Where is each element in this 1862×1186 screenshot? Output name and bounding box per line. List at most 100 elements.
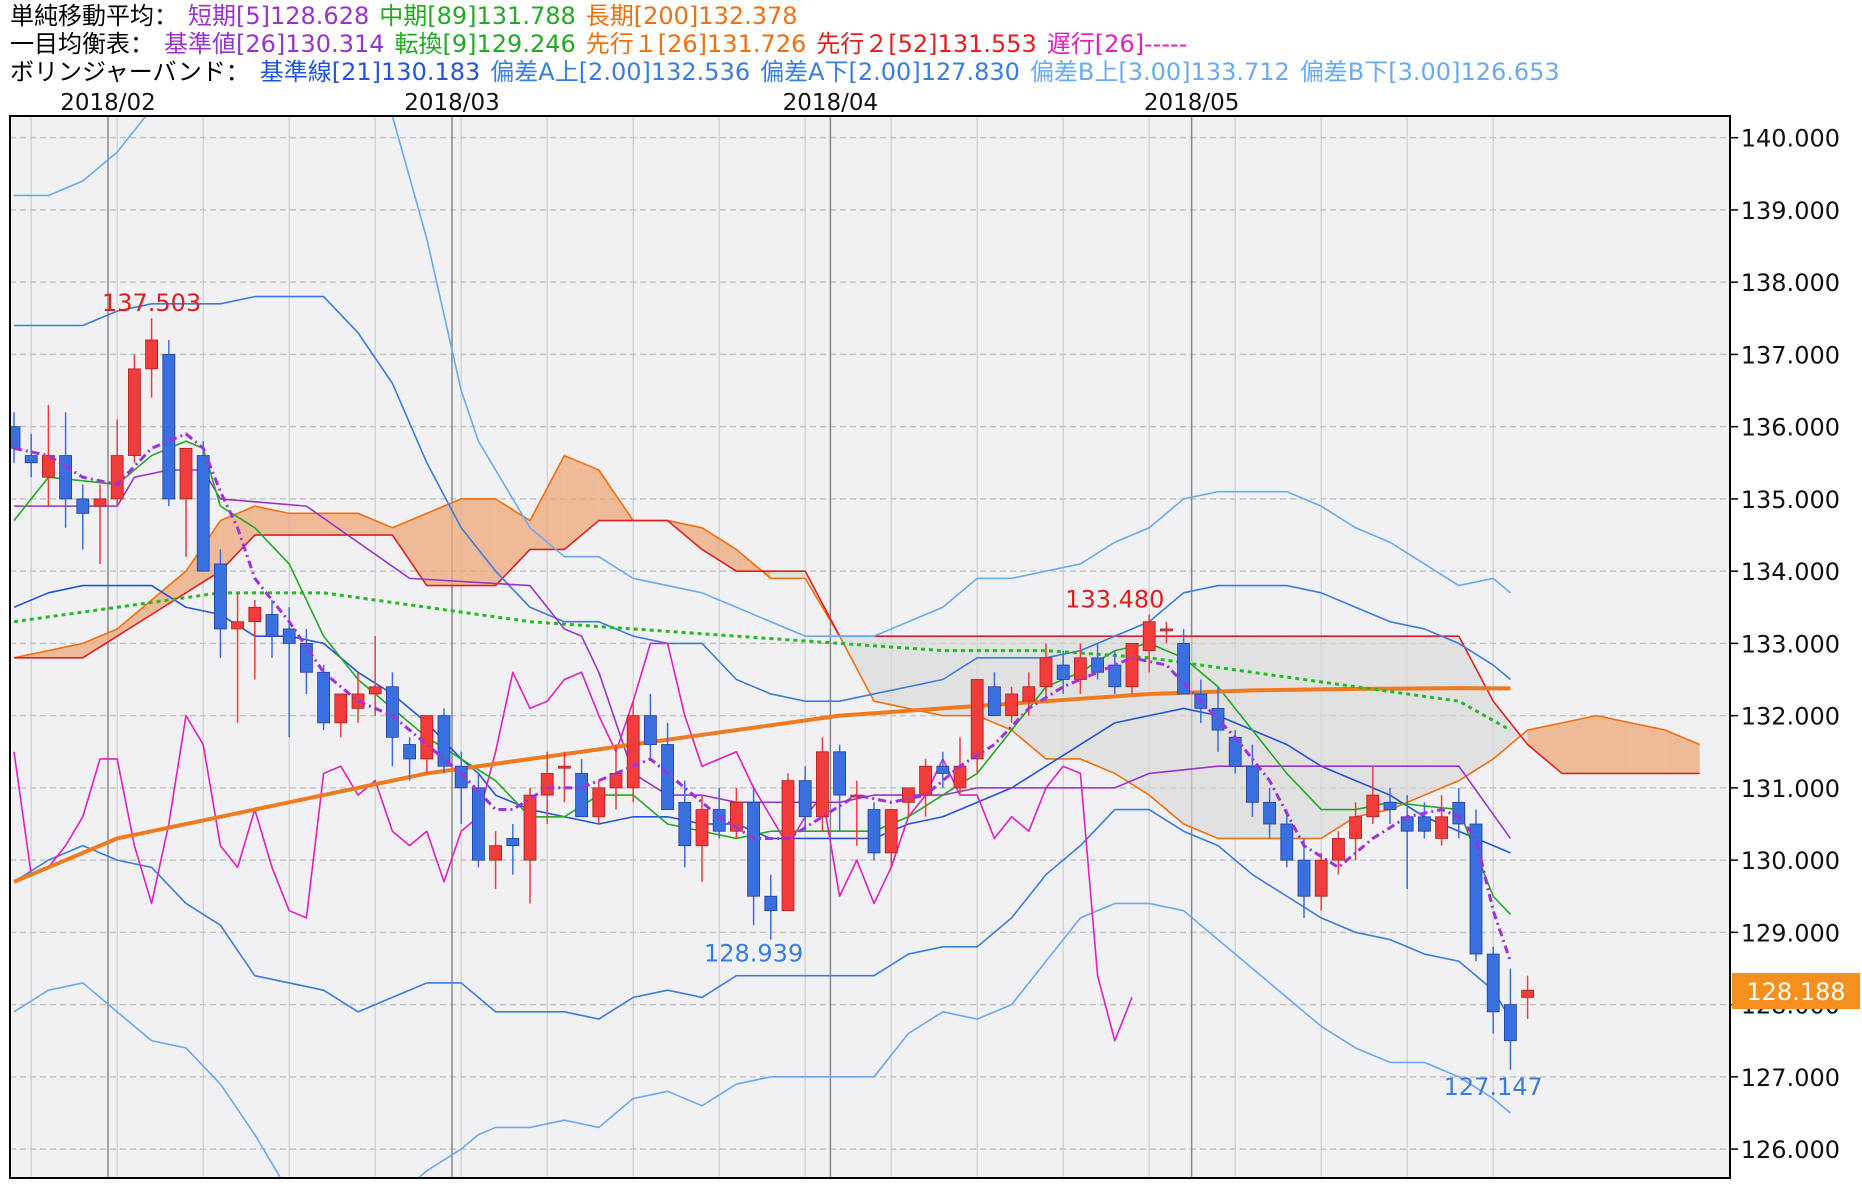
- legend-senkou2: 先行２[52]131.553: [816, 30, 1037, 58]
- y-tick-label: 138.000: [1741, 269, 1840, 297]
- candle-bullish: [540, 773, 554, 796]
- cloud-segment-bullish: [254, 506, 290, 536]
- cloud-segment-bullish: [117, 600, 152, 637]
- y-tick-label: 133.000: [1741, 630, 1840, 658]
- candle-bearish: [76, 498, 90, 514]
- bollinger-a-lower-line: [13, 808, 1512, 1020]
- cloud-segment-bullish: [530, 455, 565, 550]
- price-annotation: 127.147: [1444, 1073, 1543, 1101]
- legend-bb-mid: 基準線[21]130.183: [259, 58, 481, 86]
- cloud-segment-bearish: [1149, 636, 1184, 824]
- bollinger-b-lower-line: [13, 902, 1511, 1178]
- candle-bullish: [420, 715, 434, 760]
- y-tick-label: 132.000: [1741, 703, 1840, 731]
- candle-bearish: [385, 686, 399, 738]
- legend-bb-a-up: 偏差A上[2.00]132.536: [490, 58, 751, 86]
- candle-bearish: [24, 455, 38, 464]
- candle-bullish: [1125, 642, 1139, 688]
- current-price-label: 128.188: [1746, 978, 1845, 1006]
- candle-bearish: [454, 765, 468, 789]
- candle-bullish: [695, 809, 709, 847]
- candle-bearish: [1280, 823, 1294, 861]
- candle-bullish: [231, 621, 245, 630]
- candle-bullish: [1142, 621, 1156, 652]
- legend-bollinger: ボリンジャーバンド： 基準線[21]130.183 偏差A上[2.00]132.53…: [10, 58, 1570, 86]
- month-label: 2018/05: [1144, 90, 1240, 116]
- candle-bearish: [265, 614, 279, 637]
- candle-bearish: [317, 671, 331, 724]
- bollinger-b-upper-line: [14, 116, 1511, 637]
- candle-bearish: [678, 801, 692, 847]
- cloud-segment-bearish: [1046, 636, 1081, 759]
- candle-bearish: [403, 744, 417, 760]
- sma-long-line: [13, 686, 1511, 884]
- candle-bullish: [558, 765, 571, 769]
- cloud-segment-bearish: [1355, 636, 1390, 817]
- month-label: 2018/03: [404, 90, 500, 116]
- candle-bullish: [523, 794, 537, 861]
- candle-bearish: [59, 455, 72, 500]
- senkou-span-1-line: [13, 454, 1700, 840]
- candle-bearish: [833, 751, 846, 796]
- candle-bearish: [867, 809, 881, 854]
- candle-bearish: [575, 773, 588, 818]
- legend-bb-a-dn: 偏差A下[2.00]127.830: [760, 58, 1020, 86]
- cloud-segment-bullish: [358, 513, 393, 536]
- candle-bearish: [1246, 765, 1259, 803]
- candle-bullish: [1349, 816, 1362, 839]
- candle-bullish: [626, 715, 640, 789]
- cloud-segment-bearish: [908, 636, 943, 716]
- candle-bearish: [506, 838, 520, 847]
- candle-bearish: [1452, 801, 1466, 825]
- candle-bullish: [1314, 859, 1328, 897]
- cloud-segment-bullish: [564, 455, 599, 550]
- candle-bearish: [437, 715, 451, 767]
- candle-bullish: [884, 809, 898, 854]
- candle-bullish: [110, 455, 124, 500]
- candle-bearish: [798, 780, 812, 818]
- candle-bullish: [93, 498, 107, 507]
- cloud-segment-bearish: [1458, 636, 1494, 781]
- legend-sma: 単純移動平均： 短期[5]128.628 中期[89]131.788 長期[200]1…: [10, 2, 808, 30]
- cloud-segment-bearish: [770, 571, 806, 579]
- cloud-segment-bullish: [702, 527, 737, 572]
- legend-ichimoku-title: 一目均衡表：: [10, 30, 154, 58]
- y-tick-label: 129.000: [1741, 919, 1840, 947]
- candle-bullish: [1521, 989, 1534, 998]
- cloud-segment-bearish: [942, 636, 978, 716]
- price-annotation: 137.503: [102, 289, 201, 317]
- legend-sma-mid: 中期[89]131.788: [379, 2, 576, 30]
- candle-bullish: [248, 606, 262, 623]
- plot-layer: [10, 116, 1730, 1178]
- cloud-segment-bullish: [1596, 715, 1631, 774]
- candle-bearish: [1504, 1004, 1517, 1042]
- plot-frame: [9, 115, 1731, 1179]
- candle-bearish: [644, 715, 657, 745]
- cloud-segment-bullish: [1630, 722, 1666, 774]
- candle-bullish: [730, 801, 743, 832]
- candle-bearish: [282, 628, 296, 644]
- y-tick-label: 139.000: [1741, 197, 1840, 225]
- candle-bullish: [1022, 686, 1036, 702]
- legend-bb-b-up: 偏差B上[3.00]133.712: [1029, 58, 1290, 86]
- candle-bullish: [127, 368, 141, 456]
- candle-bullish: [1435, 816, 1448, 839]
- legend-senkou1: 先行１[26]131.726: [585, 30, 807, 58]
- legend-chikou: 遅行[26]-----: [1046, 30, 1188, 58]
- candle-bearish: [1091, 657, 1104, 673]
- candle-bullish: [42, 455, 55, 478]
- y-tick-label: 130.000: [1741, 847, 1840, 875]
- candle-bullish: [489, 845, 503, 861]
- cloud-segment-bullish: [151, 571, 186, 615]
- candle-bearish: [1263, 801, 1276, 825]
- candle-bearish: [1228, 736, 1242, 767]
- candle-bullish: [1160, 628, 1173, 632]
- candle-bearish: [1297, 859, 1311, 897]
- cloud-segment-bullish: [392, 513, 427, 586]
- cloud-segment-bearish: [1390, 636, 1425, 810]
- cloud-segment-bullish: [1665, 730, 1700, 774]
- candle-bullish: [1005, 693, 1018, 717]
- cloud-segment-bullish: [495, 498, 530, 586]
- legend-tenkan: 転換[9]129.246: [394, 30, 576, 58]
